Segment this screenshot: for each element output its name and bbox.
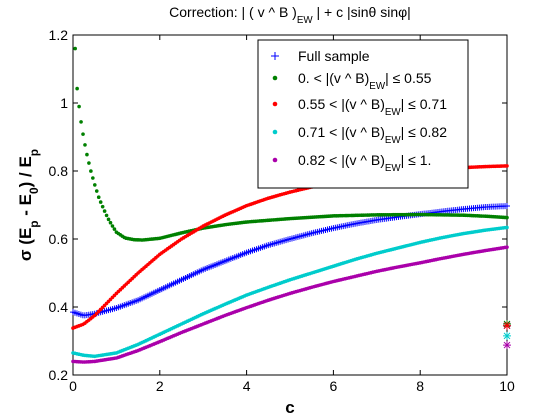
data-point (87, 161, 91, 165)
text-part: 0.55 < |(v ^ B) (298, 96, 385, 112)
text-part: Full sample (298, 48, 370, 64)
legend-label: 0.55 < |(v ^ B)EW| ≤ 0.71 (298, 96, 447, 118)
data-point (85, 152, 89, 157)
y-axis-label: σ (Ep - E0) / Ep (16, 149, 41, 261)
data-point (98, 200, 103, 204)
text-part: EW (385, 135, 402, 146)
text-part: | ≤ 0.71 (401, 96, 448, 112)
text-part: p (27, 220, 41, 227)
text-part: EW (385, 107, 402, 118)
data-point (79, 120, 83, 124)
text-part: | ≤ 0.55 (385, 70, 432, 86)
legend-marker (272, 157, 278, 163)
x-tick-label: 0 (69, 378, 77, 394)
y-tick-label: 0.6 (49, 231, 69, 247)
x-tick-label: 2 (156, 378, 164, 394)
series-1 (73, 46, 511, 328)
text-part: 0.71 < |(v ^ B) (298, 124, 385, 140)
data-point (505, 215, 509, 220)
series-0 (70, 203, 511, 330)
data-point (505, 245, 509, 249)
data-point (92, 183, 97, 187)
legend-label: 0.82 < |(v ^ B)EW| ≤ 1. (298, 152, 431, 174)
end-star-marker (503, 341, 511, 350)
series-3 (71, 225, 511, 359)
text-part: p (27, 149, 41, 156)
legend-label: 0.71 < |(v ^ B)EW| ≤ 0.82 (298, 124, 447, 146)
text-part: ) / E (16, 156, 35, 187)
x-axis-label: c (285, 398, 294, 417)
text-part: Correction: | ( v ^ B ) (169, 4, 297, 20)
legend-label: Full sample (298, 48, 370, 64)
legend-marker (272, 101, 278, 107)
data-point (106, 217, 111, 222)
text-part: EW (385, 163, 402, 174)
series-4 (71, 245, 511, 364)
data-point (505, 164, 509, 168)
legend-marker (272, 75, 278, 81)
x-tick-label: 8 (416, 378, 424, 394)
legend-marker (272, 129, 278, 135)
data-point (102, 209, 107, 213)
x-tick-label: 4 (243, 378, 251, 394)
data-point (83, 143, 87, 147)
text-part: | ≤ 1. (401, 152, 432, 168)
text-part: 0. < |(v ^ B) (298, 70, 369, 86)
data-point (104, 213, 109, 218)
data-point (504, 203, 510, 210)
y-tick-label: 0.8 (49, 163, 69, 179)
end-star-marker (503, 331, 511, 340)
text-part: EW (297, 15, 314, 26)
y-tick-label: 1.2 (49, 27, 69, 43)
data-point (505, 225, 509, 230)
legend-box (257, 39, 469, 189)
text-part: | + c |sinθ sinφ| (313, 4, 411, 20)
data-point (89, 169, 93, 173)
data-point (100, 204, 105, 209)
y-tick-label: 0.2 (49, 367, 69, 383)
x-tick-label: 6 (330, 378, 338, 394)
data-point (73, 46, 77, 51)
data-point (110, 224, 115, 228)
text-part: σ (E (16, 228, 35, 261)
data-point (77, 104, 81, 109)
text-part: 0 (27, 187, 41, 194)
text-part: EW (369, 81, 386, 92)
data-point (108, 220, 113, 225)
end-star-marker (503, 321, 511, 330)
data-point (112, 227, 117, 231)
data-point (75, 86, 79, 91)
x-tick-label: 10 (499, 378, 515, 394)
data-point (94, 189, 99, 193)
legend-label: 0. < |(v ^ B)EW| ≤ 0.55 (298, 70, 432, 92)
text-part: 0.82 < |(v ^ B) (298, 152, 385, 168)
chart-title: Correction: | ( v ^ B )EW | + c |sinθ si… (169, 4, 411, 26)
data-point (81, 132, 85, 136)
y-tick-label: 1 (60, 95, 68, 111)
legend-marker (271, 52, 279, 60)
y-tick-label: 0.4 (49, 299, 69, 315)
text-part: | ≤ 0.82 (401, 124, 448, 140)
text-part: - E (16, 194, 35, 220)
data-point (96, 195, 101, 200)
data-point (91, 176, 95, 180)
